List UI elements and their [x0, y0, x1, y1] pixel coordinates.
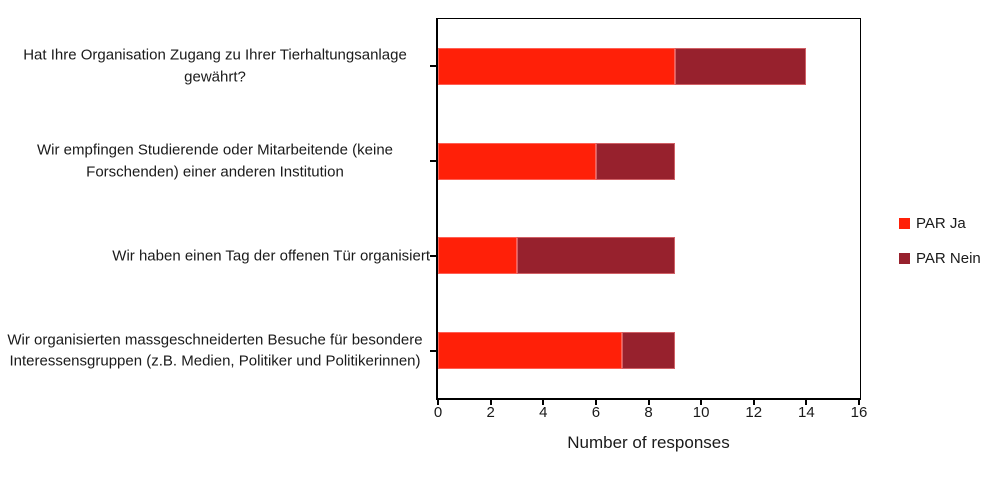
x-axis-tick: [647, 398, 650, 405]
legend-label-par-nein: PAR Nein: [916, 250, 981, 267]
x-axis-tick-label: 12: [745, 404, 763, 421]
bar-segment-par-ja: [438, 142, 596, 180]
x-axis-tick-label: 2: [486, 404, 495, 421]
x-axis-tick: [594, 398, 597, 405]
category-label: Wir empfingen Studierende oder Mitarbeit…: [36, 141, 394, 181]
bar-segment-par-nein: [622, 332, 675, 370]
x-axis-tick: [542, 398, 545, 405]
bar-segment-par-nein: [595, 142, 675, 180]
y-axis-tick: [430, 65, 437, 68]
x-axis-tick: [489, 398, 492, 405]
category-label: Wir organisierten massgeschneiderten Bes…: [7, 331, 423, 370]
x-axis-title: Number of responses: [567, 433, 730, 452]
x-axis-tick-label: 6: [591, 404, 601, 421]
x-axis-tick: [858, 398, 860, 405]
y-axis-tick: [430, 160, 437, 163]
x-axis-tick-label: 8: [644, 404, 653, 421]
plot-border-right: [860, 18, 861, 400]
x-axis-tick: [752, 398, 755, 405]
legend-item-par-ja: PAR Ja: [899, 216, 981, 231]
x-axis-tick: [805, 398, 808, 405]
bar-segment-par-nein: [674, 47, 807, 85]
y-axis-tick: [430, 254, 437, 257]
legend: PAR Ja PAR Nein: [899, 216, 981, 266]
category-label: Wir haben einen Tag der offenen Tür orga…: [112, 247, 430, 265]
x-axis-tick-label: 4: [539, 404, 548, 421]
legend-label-par-ja: PAR Ja: [916, 215, 966, 232]
x-axis-tick: [700, 398, 703, 405]
legend-swatch-par-ja-icon: [899, 218, 910, 229]
y-axis-line: [436, 19, 438, 400]
y-axis-tick: [430, 349, 437, 352]
x-axis-tick-label: 0: [433, 404, 443, 421]
x-axis-tick-label: 10: [692, 404, 710, 421]
bar-segment-par-ja: [438, 237, 517, 275]
legend-swatch-par-nein-icon: [899, 253, 910, 264]
bar-segment-par-ja: [438, 47, 675, 85]
bar-segment-par-nein: [516, 237, 675, 275]
x-axis-tick: [437, 398, 439, 405]
plot-border-top: [436, 18, 861, 19]
x-axis-tick-label: 16: [850, 404, 868, 421]
category-label: Hat Ihre Organisation Zugang zu Ihrer Ti…: [23, 46, 407, 86]
legend-item-par-nein: PAR Nein: [899, 251, 981, 266]
x-axis-tick-label: 14: [798, 404, 815, 421]
bar-segment-par-ja: [438, 332, 623, 370]
